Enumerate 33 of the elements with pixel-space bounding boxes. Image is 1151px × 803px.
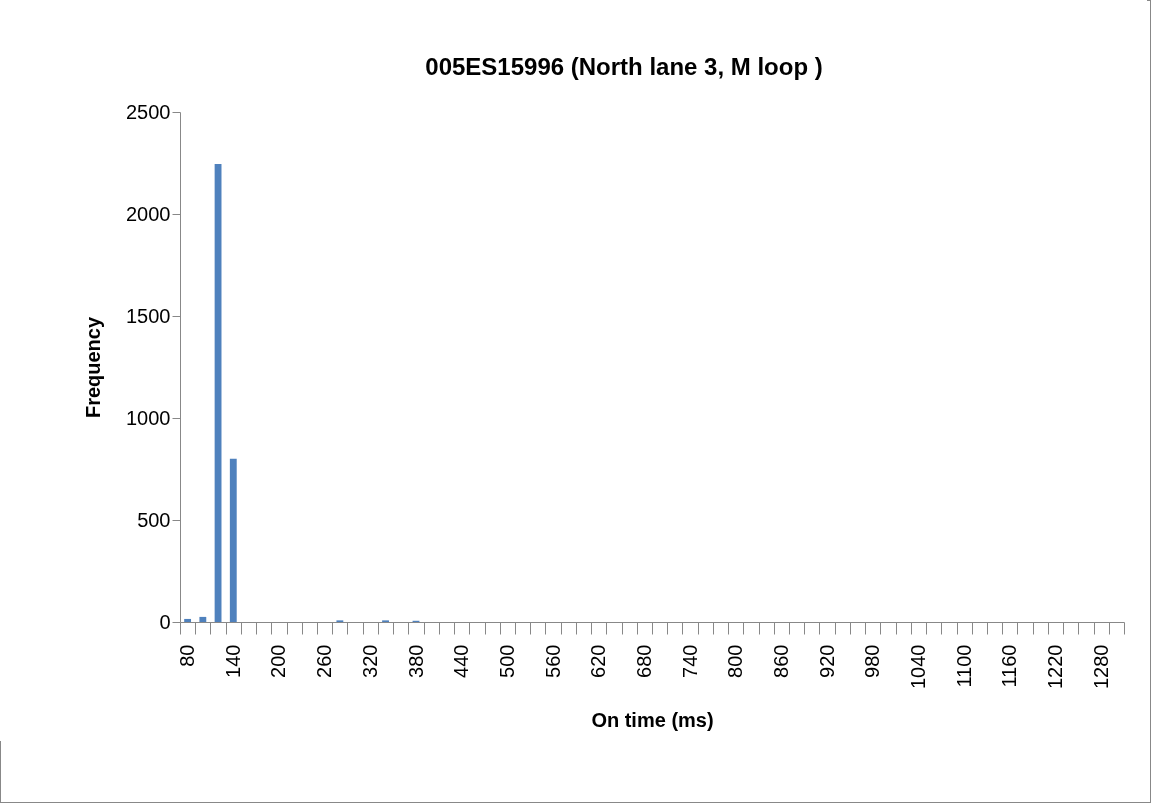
y-tick-label: 1000 <box>126 406 171 429</box>
y-axis-title: Frequency <box>82 316 105 419</box>
x-tick-label: 680 <box>632 644 655 678</box>
x-tick-label: 500 <box>495 644 518 678</box>
chart-title: 005ES15996 (North lane 3, M loop ) <box>425 53 823 80</box>
x-tick-label: 320 <box>358 644 381 678</box>
bar <box>199 616 207 622</box>
x-tick-label: 440 <box>450 644 473 678</box>
x-tick-label: 1100 <box>952 644 975 688</box>
x-tick-label: 1280 <box>1089 644 1112 689</box>
y-tick-label: 500 <box>137 508 171 531</box>
x-tick-label: 560 <box>541 644 564 678</box>
x-tick-label: 1160 <box>998 644 1021 688</box>
x-tick-label: 620 <box>587 644 610 678</box>
bar <box>184 618 192 622</box>
y-tick-label: 1500 <box>126 304 171 327</box>
y-tick-label: 0 <box>159 610 171 633</box>
x-tick-label: 920 <box>815 644 838 678</box>
x-tick-label: 800 <box>724 644 747 678</box>
x-tick-label: 740 <box>678 644 701 678</box>
x-tick-label: 380 <box>404 644 427 678</box>
x-tick-label: 980 <box>861 644 884 678</box>
x-tick-label: 860 <box>769 644 792 678</box>
x-tick-label: 260 <box>313 644 336 678</box>
x-tick-label: 1220 <box>1043 644 1066 689</box>
bar <box>229 458 237 622</box>
x-tick-label: 140 <box>221 644 244 678</box>
x-axis-title: On time (ms) <box>591 708 714 731</box>
x-tick-label: 80 <box>176 644 199 667</box>
y-tick-label: 2000 <box>126 202 171 225</box>
x-tick-label: 200 <box>267 644 290 678</box>
y-tick-label: 2500 <box>126 100 171 123</box>
x-tick-label: 1040 <box>906 644 929 689</box>
